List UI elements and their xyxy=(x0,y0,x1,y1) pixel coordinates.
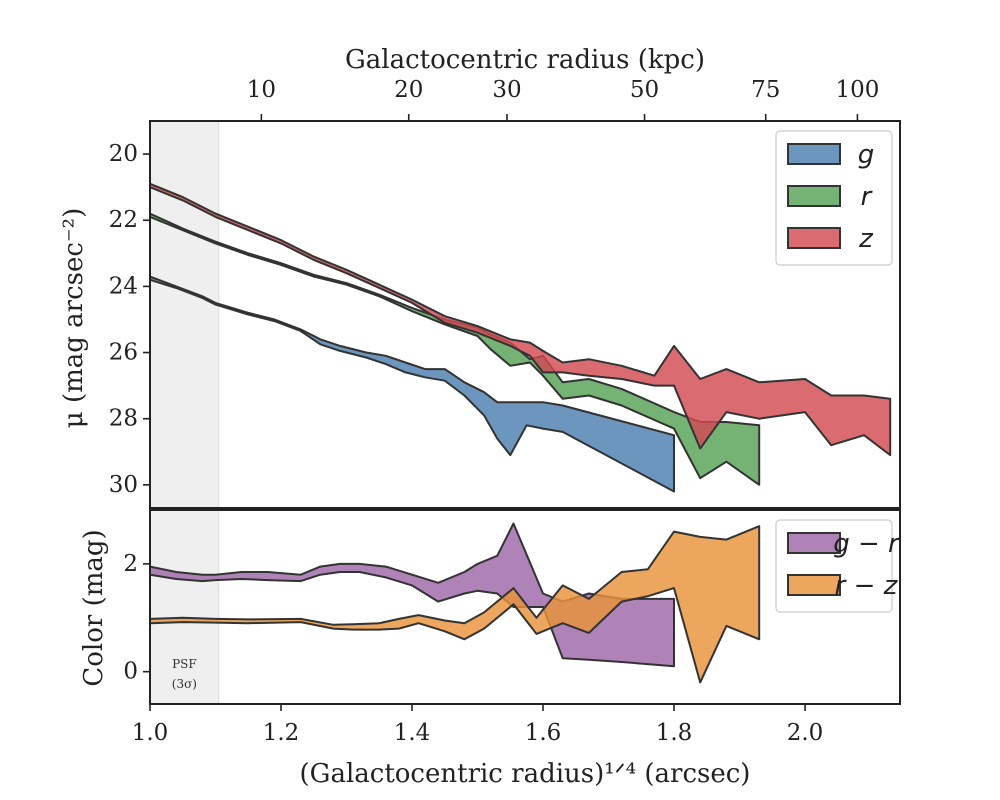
x-tick-label: 1.0 xyxy=(132,720,169,746)
axes-frame xyxy=(149,120,901,509)
legend-label: r − z xyxy=(835,571,899,601)
bottom-x-axis-label: (Galactocentric radius)¹ᐟ⁴ (arcsec) xyxy=(300,759,751,789)
bottom-y-axis-label: Color (mag) xyxy=(79,529,109,686)
legend-swatch xyxy=(787,532,841,554)
axes-frame xyxy=(149,509,901,705)
y-tick-label: 26 xyxy=(109,340,138,366)
y-tick-label: 24 xyxy=(109,273,138,299)
y-tick-label: 28 xyxy=(109,406,138,432)
y-tick-label: 30 xyxy=(109,472,138,498)
series-band-rz xyxy=(150,525,761,684)
color-panel: 0 2 1.0 1.2 1.4 1.6 1.8 2.0 g − r r − z PSF (3σ) xyxy=(123,509,901,746)
legend-swatch xyxy=(787,143,841,165)
top-tick-label: 100 xyxy=(835,77,879,103)
y-tick-label: 20 xyxy=(109,141,138,167)
legend-label: g − r xyxy=(833,529,901,559)
x-tick-label: 2.0 xyxy=(787,720,824,746)
top-axis-label: Galactocentric radius (kpc) xyxy=(345,45,705,75)
x-tick-label: 1.6 xyxy=(525,720,562,746)
series-band-g xyxy=(150,275,675,493)
series-band-r xyxy=(150,212,761,486)
legend-swatch xyxy=(787,185,841,207)
psf-label: PSF xyxy=(172,657,197,671)
legend-label: z xyxy=(858,224,874,254)
y-tick-label: 2 xyxy=(123,551,138,577)
top-tick-label: 50 xyxy=(630,77,659,103)
top-tick-label: 30 xyxy=(492,77,521,103)
series-band-gr xyxy=(150,522,675,668)
legend-label: g xyxy=(858,140,875,170)
y-tick-label: 0 xyxy=(123,659,138,685)
psf-region xyxy=(149,120,220,509)
top-y-axis-label: μ (mag arcsec⁻²) xyxy=(59,208,89,428)
legend-label: r xyxy=(861,182,874,212)
x-tick-label: 1.2 xyxy=(263,720,300,746)
x-tick-label: 1.4 xyxy=(394,720,431,746)
top-tick-label: 20 xyxy=(394,77,423,103)
series-group xyxy=(150,522,761,684)
top-tick-label: 10 xyxy=(247,77,276,103)
psf-region xyxy=(149,509,220,705)
x-tick-label: 1.8 xyxy=(656,720,693,746)
psf-sigma-label: (3σ) xyxy=(172,677,197,691)
top-tick-label: 75 xyxy=(751,77,780,103)
legend-swatch xyxy=(787,227,841,249)
series-group xyxy=(150,182,892,493)
legend-swatch xyxy=(787,574,841,596)
y-tick-label: 22 xyxy=(109,207,138,233)
series-band-z xyxy=(150,182,892,457)
surface-brightness-panel: 20 22 24 26 28 30 10 20 30 50 75 100 grz xyxy=(109,77,901,509)
